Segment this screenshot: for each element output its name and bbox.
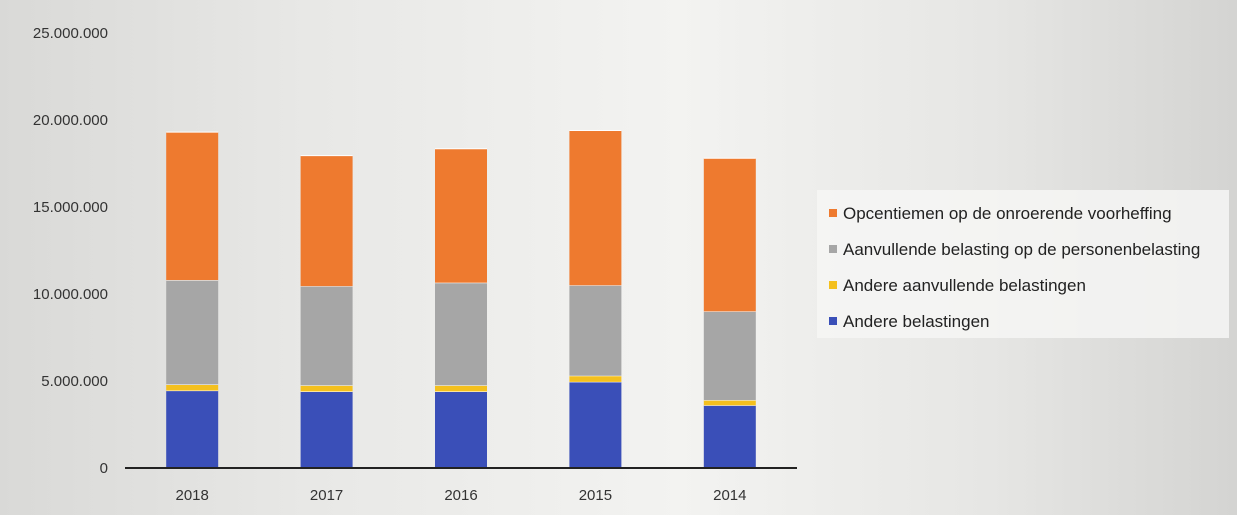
y-tick-label: 10.000.000 xyxy=(33,286,108,303)
bar-segment xyxy=(300,155,353,287)
bar-segment xyxy=(166,390,219,468)
bar-segment xyxy=(300,385,353,392)
legend-label-andere-belastingen: Andere belastingen xyxy=(843,312,990,331)
bar-segment xyxy=(435,391,487,468)
y-tick-label: 5.000.000 xyxy=(41,373,108,390)
chart-legend: Opcentiemen op de onroerende voorheffing… xyxy=(817,190,1229,338)
bar-segment xyxy=(569,375,622,382)
legend-item-aanvullende-personenbelasting: Aanvullende belasting op de personenbela… xyxy=(829,240,1200,260)
bar-segment xyxy=(569,130,622,286)
y-tick-label: 20.000.000 xyxy=(33,112,108,129)
y-tick-label: 25.000.000 xyxy=(33,25,108,42)
bar-segment xyxy=(703,158,756,312)
bar-segment xyxy=(300,391,353,468)
x-tick-label: 2014 xyxy=(713,487,746,504)
bar-segment xyxy=(166,280,219,385)
bar-segment xyxy=(166,384,219,391)
legend-swatch-andere-aanvullende xyxy=(829,281,837,289)
bar-segment xyxy=(435,148,487,283)
legend-item-opcentiemen: Opcentiemen op de onroerende voorheffing xyxy=(829,204,1172,224)
x-tick-label: 2017 xyxy=(310,487,343,504)
legend-item-andere-belastingen: Andere belastingen xyxy=(829,312,990,332)
bar-segment xyxy=(435,282,487,386)
y-tick-label: 0 xyxy=(100,460,108,477)
legend-swatch-opcentiemen xyxy=(829,209,837,217)
legend-swatch-aanvullende-personenbelasting xyxy=(829,245,837,253)
y-tick-label: 15.000.000 xyxy=(33,199,108,216)
bar-segment xyxy=(703,405,756,468)
bar-segment xyxy=(435,385,487,392)
x-tick-label: 2015 xyxy=(579,487,612,504)
legend-label-andere-aanvullende: Andere aanvullende belastingen xyxy=(843,276,1086,295)
bar-segment xyxy=(703,311,756,401)
x-tick-label: 2016 xyxy=(444,487,477,504)
bar-segment xyxy=(166,132,219,281)
bar-segment xyxy=(300,286,353,386)
bar-segment xyxy=(569,285,622,376)
legend-label-opcentiemen: Opcentiemen op de onroerende voorheffing xyxy=(843,204,1172,223)
legend-swatch-andere-belastingen xyxy=(829,317,837,325)
legend-item-andere-aanvullende: Andere aanvullende belastingen xyxy=(829,276,1086,296)
bar-segment xyxy=(703,400,756,406)
legend-label-aanvullende-personenbelasting: Aanvullende belasting op de personenbela… xyxy=(843,240,1201,259)
bar-segment xyxy=(569,381,622,468)
x-tick-label: 2018 xyxy=(176,487,209,504)
